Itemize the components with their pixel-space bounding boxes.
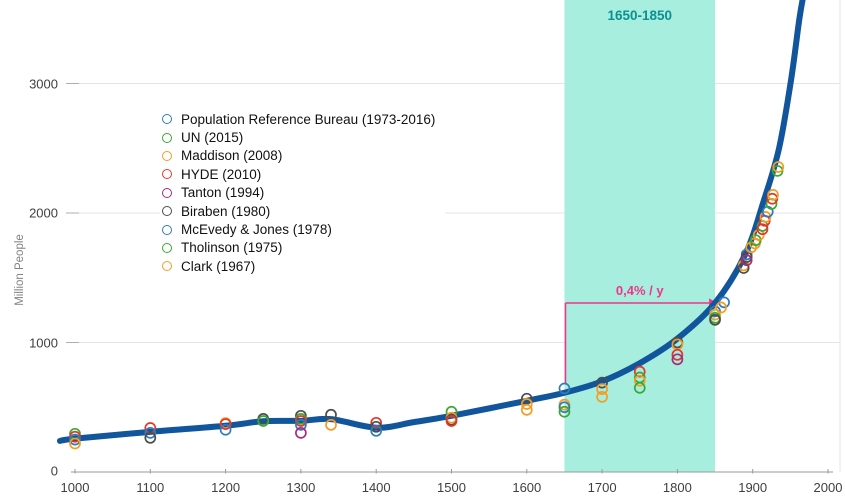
x-tick-label: 1100 — [136, 480, 165, 495]
data-point — [370, 416, 383, 429]
legend-label: UN (2015) — [181, 130, 244, 146]
data-point — [370, 424, 383, 437]
data-point — [633, 381, 646, 394]
data-point — [144, 427, 157, 439]
x-tick-label: 1500 — [437, 480, 466, 495]
y-tick-label: 0 — [50, 463, 58, 479]
legend-label: Tholinson (1975) — [181, 240, 283, 256]
x-tick-label: 1000 — [60, 480, 90, 495]
y-tick-label: 1000 — [29, 335, 58, 350]
y-tick-label: 3000 — [29, 76, 58, 91]
legend-item: Clark (1967) — [162, 257, 435, 275]
x-tick-label: 1200 — [211, 480, 241, 495]
legend-item: HYDE (2010) — [162, 165, 435, 183]
legend-marker-circle-icon — [162, 261, 172, 272]
data-point — [325, 419, 337, 431]
legend-label: Clark (1967) — [181, 258, 256, 274]
data-point — [558, 401, 571, 414]
data-point — [295, 427, 307, 439]
data-point — [69, 433, 81, 446]
legend-marker-circle-icon — [162, 187, 172, 198]
data-point — [737, 262, 750, 274]
data-point — [709, 313, 721, 326]
x-tick-label: 1300 — [286, 480, 316, 495]
data-point — [295, 419, 307, 431]
data-point — [596, 391, 608, 403]
legend-marker-circle-icon — [162, 114, 172, 125]
data-point — [370, 420, 383, 433]
data-point — [558, 382, 571, 395]
highlight-band — [564, 0, 716, 472]
data-point — [756, 223, 769, 236]
legend-label: McEvedy & Jones (1978) — [181, 222, 332, 238]
x-tick-label: 1700 — [587, 480, 617, 495]
legend-item: Maddison (2008) — [162, 147, 435, 165]
data-point — [295, 415, 307, 427]
data-point — [596, 383, 608, 395]
legend-label: HYDE (2010) — [181, 166, 262, 182]
data-point — [633, 365, 646, 378]
data-point — [715, 301, 727, 314]
data-point — [520, 403, 533, 416]
growth-rate-annotation-label: 0,4% / y — [615, 283, 664, 298]
x-tick-label: 1600 — [512, 480, 542, 495]
data-point — [295, 409, 307, 422]
legend-item: Biraben (1980) — [162, 202, 435, 220]
data-point — [144, 431, 157, 444]
x-tick-label: 1400 — [361, 480, 391, 495]
legend-marker-circle-icon — [162, 132, 172, 143]
x-tick-label: 2000 — [813, 480, 843, 495]
data-point — [596, 376, 608, 389]
legend-label: Biraben (1980) — [181, 203, 271, 219]
legend: Population Reference Bureau (1973-2016) U… — [160, 108, 446, 278]
data-point — [558, 405, 571, 418]
data-point — [740, 251, 753, 263]
legend-label: Population Reference Bureau (1973-2016) — [181, 111, 436, 127]
data-point — [709, 305, 721, 318]
data-point — [633, 374, 646, 387]
legend-marker-circle-icon — [162, 206, 172, 217]
data-point — [219, 418, 232, 430]
data-point — [772, 161, 785, 173]
x-tick-label: 1900 — [738, 480, 768, 495]
y-tick-label: 2000 — [29, 205, 58, 221]
data-point — [69, 437, 81, 450]
legend-marker-circle-icon — [162, 150, 172, 161]
data-point — [767, 189, 779, 201]
data-point — [257, 415, 270, 427]
highlight-band-label: 1650-1850 — [607, 8, 673, 23]
data-point — [445, 415, 458, 427]
data-point — [520, 398, 533, 410]
data-point — [671, 353, 684, 366]
data-point — [759, 211, 772, 223]
legend-item: Tanton (1994) — [162, 184, 435, 202]
legend-marker-circle-icon — [162, 169, 172, 180]
data-point — [520, 392, 533, 405]
data-point — [709, 308, 721, 321]
legend-item: UN (2015) — [162, 128, 435, 146]
legend-item: McEvedy & Jones (1978) — [162, 220, 435, 238]
legend-marker-circle-icon — [162, 224, 172, 235]
data-point — [219, 423, 232, 436]
legend-marker-circle-icon — [162, 242, 172, 253]
legend-label: Tanton (1994) — [181, 185, 265, 201]
data-point — [671, 348, 684, 361]
x-tick-label: 1800 — [662, 480, 692, 495]
legend-item: Population Reference Bureau (1973-2016) — [162, 110, 435, 128]
legend-item: Tholinson (1975) — [162, 239, 435, 257]
y-axis-title: Million People — [14, 234, 26, 306]
data-point — [740, 254, 753, 267]
legend-label: Maddison (2008) — [181, 148, 283, 164]
